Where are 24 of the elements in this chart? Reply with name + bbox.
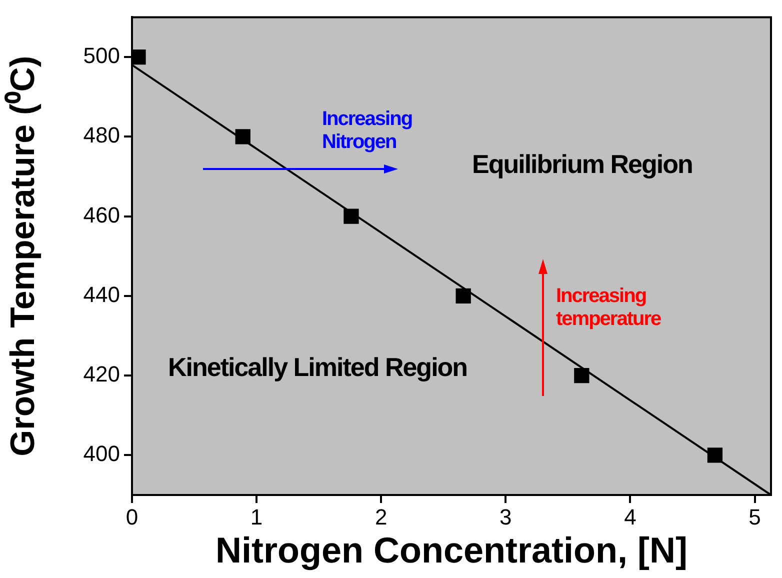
x-tick-label: 1 [250,504,263,530]
y-tick-label: 460 [83,202,120,228]
point [132,49,146,65]
x-tick-label: 0 [126,504,138,530]
annotation: Increasing temperature [556,285,662,331]
point [574,368,590,384]
y-tick-label: 480 [83,122,120,148]
point [707,448,723,463]
x-axis-title: Nitrogen Concentration, [N] [216,529,688,570]
y-axis-title: Growth Temperature (⁰C) [4,56,42,456]
annotation: Equilibrium Region [472,149,694,180]
y-tick-label: 440 [83,282,120,307]
y-tick-label: 400 [83,441,120,466]
annotation: Increasing Nitrogen [322,108,414,154]
point [235,129,250,144]
annotation: Kinetically Limited Region [168,352,468,383]
x-tick-label: 5 [748,504,761,530]
x-tick-label: 3 [500,504,512,530]
x-tick-label: 2 [375,504,388,530]
point [456,288,471,304]
y-tick-label: 500 [83,43,120,68]
y-tick-label: 420 [83,362,120,387]
x-tick-label: 4 [624,504,636,530]
point [344,208,359,224]
